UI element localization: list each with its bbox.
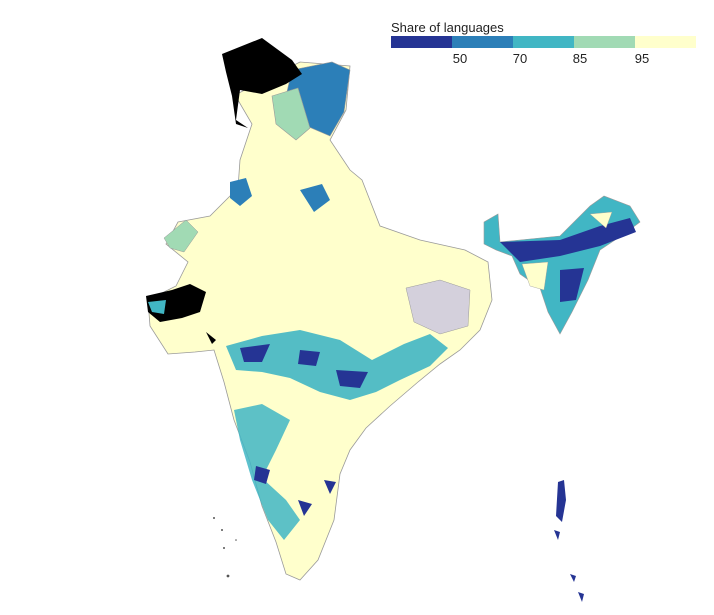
legend-tick: 70	[512, 51, 528, 66]
east-missing	[405, 279, 471, 335]
mainland-base	[147, 61, 493, 581]
northeast-light	[521, 211, 613, 291]
legend-title: Share of languages	[391, 20, 504, 35]
legend-color-bar	[391, 36, 696, 48]
legend-tick: 95	[634, 51, 650, 66]
nodata-north	[222, 38, 302, 128]
south-region	[234, 404, 300, 540]
islands	[554, 480, 584, 602]
northwest-patch	[230, 178, 330, 212]
nodata-west	[146, 284, 216, 344]
central-belt-dark	[240, 344, 368, 388]
northeast-dark	[500, 218, 636, 302]
south-region-dark	[254, 466, 336, 516]
northeast-region	[483, 195, 641, 335]
north-region-light	[271, 87, 311, 141]
lakshadweep-islands	[213, 517, 237, 578]
legend-tick: 85	[572, 51, 588, 66]
legend-swatch-3	[513, 36, 574, 48]
west-light-patch	[163, 219, 199, 253]
legend-tick: 50	[452, 51, 468, 66]
legend-swatch-4	[574, 36, 635, 48]
legend-swatch-2	[452, 36, 513, 48]
central-belt	[226, 330, 448, 400]
legend-swatch-5	[635, 36, 696, 48]
west-patch	[148, 300, 166, 314]
legend-swatch-1	[391, 36, 452, 48]
